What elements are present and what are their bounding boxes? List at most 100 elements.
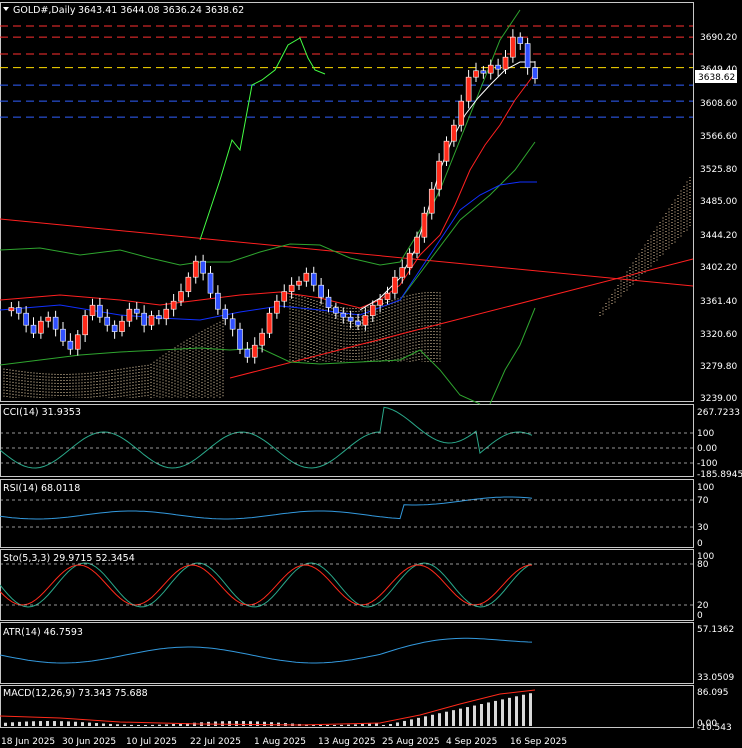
candle-body — [406, 252, 413, 268]
candle-body — [244, 348, 251, 358]
atr-tick: 33.0509 — [697, 673, 734, 683]
candle-body — [384, 292, 391, 300]
candle-body — [229, 318, 236, 330]
macd-histogram-bar — [473, 705, 476, 726]
cci-tick: -185.8945 — [697, 470, 742, 480]
macd-histogram-bar — [172, 724, 175, 726]
chart-frame — [0, 2, 694, 728]
time-tick: 16 Sep 2025 — [510, 737, 567, 747]
cci-tick: -100 — [697, 459, 718, 469]
candle-body — [119, 320, 125, 332]
candle-body — [458, 100, 465, 126]
price-axis: 3690.20 3649.40 3608.60 3566.60 3525.80 … — [695, 33, 737, 404]
trendlines — [0, 218, 694, 379]
atr-tick: 57.1362 — [697, 625, 734, 635]
cci-label: CCI(14) 31.9353 — [3, 407, 81, 418]
macd-histogram-bar — [158, 724, 161, 726]
candle-body — [222, 308, 229, 320]
sto-tick: 100 — [697, 552, 714, 562]
macd-histogram-bar — [18, 721, 21, 726]
macd-histogram-bar — [123, 724, 126, 726]
macd-histogram-bar — [347, 724, 350, 726]
rsi-tick: 70 — [697, 496, 709, 506]
macd-tick: 86.095 — [697, 688, 729, 698]
candle-body — [487, 64, 494, 74]
time-tick: 22 Jul 2025 — [190, 737, 241, 747]
candle-body — [89, 304, 96, 316]
candle-body — [156, 315, 162, 320]
macd-histogram-bar — [151, 724, 154, 726]
macd-histogram-bar — [137, 724, 140, 726]
price-tick: 3690.20 — [700, 33, 737, 43]
rsi-tick: 30 — [697, 523, 709, 533]
macd-histogram-bar — [424, 716, 427, 726]
chart-header: GOLD#,Daily 3643.41 3644.08 3636.24 3638… — [3, 5, 244, 16]
price-tick: 3320.60 — [700, 330, 737, 340]
rsi-line — [0, 496, 533, 520]
cci-tick: 267.7233 — [697, 408, 740, 418]
time-tick: 10 Jul 2025 — [126, 737, 177, 747]
macd-histogram-bar — [25, 721, 28, 726]
candle-body — [428, 188, 435, 214]
macd-histogram-bar — [375, 723, 378, 726]
candle-body — [45, 316, 52, 322]
macd-histogram-bar — [333, 724, 336, 726]
candle-body — [38, 320, 44, 334]
macd-histogram-bar — [11, 722, 14, 726]
candle-body — [111, 324, 118, 332]
price-tick: 3566.60 — [700, 132, 737, 142]
candle-body — [369, 304, 376, 316]
candle-body — [310, 272, 317, 286]
candle-body — [436, 160, 442, 190]
time-tick: 1 Aug 2025 — [254, 737, 306, 747]
rsi-panel-frame — [0, 479, 694, 548]
macd-label: MACD(12,26,9) 73.343 75.688 — [3, 688, 148, 699]
ichimoku-cloud — [3, 177, 691, 398]
macd-histogram-bar — [340, 724, 343, 726]
time-axis: 18 Jun 2025 30 Jun 2025 10 Jul 2025 22 J… — [1, 737, 567, 747]
candle-body — [170, 300, 177, 310]
cci-panel: CCI(14) 31.9353 267.7233 100 0.00 -100 -… — [0, 407, 742, 480]
macd-histogram-bar — [32, 721, 35, 726]
candle-body — [355, 320, 361, 326]
atr-label: ATR(14) 46.7593 — [3, 627, 83, 638]
main-panel-frame — [0, 2, 694, 402]
macd-histogram-bar — [67, 721, 70, 726]
candle-body — [97, 304, 103, 318]
macd-histogram-bar — [242, 721, 245, 726]
ma-green-upper — [399, 141, 536, 301]
macd-histogram-bar — [431, 714, 434, 726]
candle-body — [274, 300, 280, 314]
time-tick: 13 Aug 2025 — [318, 737, 376, 747]
macd-histogram-bar — [88, 722, 91, 726]
candle-body — [15, 307, 22, 314]
candle-body — [185, 276, 192, 292]
collapse-triangle-icon[interactable] — [3, 7, 9, 11]
candle-body — [148, 315, 155, 326]
candle-body — [30, 324, 37, 334]
cci-tick: 0.00 — [697, 444, 717, 454]
macd-histogram-bar — [60, 721, 63, 726]
candle-body — [414, 236, 420, 254]
time-tick: 4 Sep 2025 — [446, 737, 497, 747]
horizontal-levels — [0, 25, 693, 118]
price-tick: 3402.20 — [700, 263, 737, 273]
ma-white — [359, 61, 535, 311]
macd-histogram-bar — [165, 724, 168, 726]
bollinger-upper-peak — [199, 37, 326, 241]
price-tick: 3444.20 — [700, 231, 737, 241]
trendline-up[interactable] — [229, 258, 694, 379]
sto-signal-line — [0, 564, 533, 606]
macd-histogram-bar — [354, 724, 357, 726]
current-price-box — [695, 70, 737, 83]
trendline-down[interactable] — [0, 218, 694, 287]
ohlc-label: 3643.41 3644.08 3636.24 3638.62 — [78, 5, 244, 16]
rsi-panel: RSI(14) 68.0118 100 70 30 0 — [0, 483, 714, 549]
candles — [8, 29, 538, 364]
cci-tick: 100 — [697, 429, 714, 439]
candle-body — [67, 340, 74, 350]
macd-histogram-bar — [95, 723, 98, 726]
candle-body — [532, 67, 538, 80]
macd-panel: MACD(12,26,9) 73.343 75.688 86.095 0.00 … — [3, 688, 732, 733]
